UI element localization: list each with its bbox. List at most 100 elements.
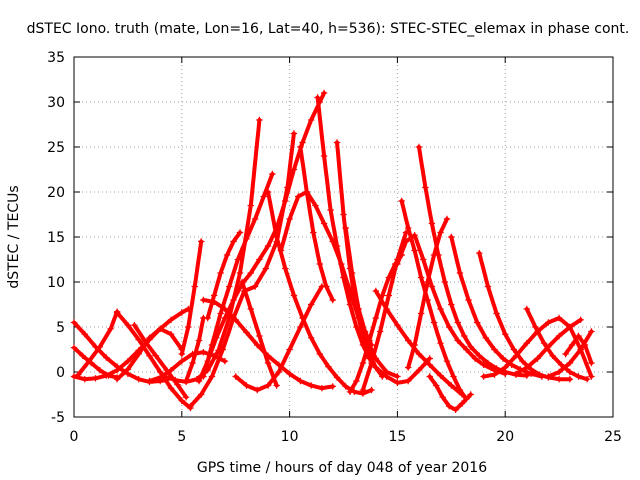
- data-point-marker: [191, 283, 198, 290]
- data-point-marker: [394, 260, 401, 268]
- data-point-marker: [411, 247, 418, 254]
- data-point-marker: [512, 370, 520, 377]
- data-point-marker: [558, 361, 565, 368]
- data-point-marker: [167, 367, 175, 374]
- data-point-marker: [346, 388, 354, 395]
- data-point-marker: [290, 166, 298, 173]
- data-point-marker: [566, 323, 574, 331]
- data-point-marker: [430, 319, 438, 326]
- data-point-marker: [167, 316, 175, 323]
- series-trace: [162, 118, 262, 384]
- data-point-marker: [385, 292, 392, 299]
- data-series: [131, 322, 190, 401]
- series-trace: [524, 307, 590, 382]
- x-axis-label: GPS time / hours of day 048 of year 2016: [197, 460, 487, 476]
- data-series: [523, 305, 591, 383]
- axis-ticks: [73, 56, 614, 418]
- data-point-marker: [404, 364, 412, 371]
- data-point-marker: [307, 334, 315, 341]
- data-series: [426, 373, 474, 413]
- data-point-marker: [234, 256, 242, 263]
- data-point-marker: [70, 344, 78, 351]
- data-point-marker: [417, 310, 425, 317]
- data-point-marker: [157, 374, 164, 381]
- data-point-marker: [320, 152, 328, 160]
- data-point-marker: [316, 260, 323, 268]
- data-point-marker: [198, 238, 205, 245]
- data-point-marker: [588, 359, 595, 367]
- data-series: [70, 305, 192, 383]
- x-tick-label: 5: [177, 429, 186, 445]
- data-point-marker: [232, 316, 239, 323]
- data-point-marker: [210, 298, 218, 305]
- data-point-marker: [491, 371, 498, 378]
- tick-labels: 0 5 10 15 20 25 -5 0 5 10 15 20 25 30 35: [47, 50, 622, 445]
- data-point-marker: [443, 358, 451, 365]
- data-point-marker: [359, 359, 367, 367]
- y-tick-label: 30: [47, 95, 65, 111]
- data-point-marker: [534, 355, 541, 362]
- data-point-marker: [499, 355, 507, 362]
- data-point-marker: [435, 251, 442, 259]
- data-point-marker: [340, 274, 347, 281]
- data-point-marker: [256, 256, 263, 263]
- data-point-marker: [426, 373, 433, 380]
- data-point-marker: [426, 361, 433, 368]
- x-tick-label: 15: [388, 429, 406, 445]
- data-point-marker: [577, 316, 584, 323]
- x-tick-label: 20: [496, 429, 514, 445]
- data-point-marker: [452, 406, 459, 413]
- data-point-marker: [264, 382, 272, 389]
- data-point-marker: [264, 242, 272, 250]
- series-trace: [76, 309, 120, 377]
- data-point-marker: [103, 354, 110, 361]
- data-point-marker: [208, 341, 216, 349]
- series-trace: [279, 190, 400, 379]
- data-point-marker: [519, 358, 526, 365]
- data-point-marker: [562, 350, 569, 358]
- y-tick-label: 5: [56, 320, 65, 336]
- data-point-marker: [167, 331, 175, 338]
- data-point-marker: [314, 94, 321, 101]
- data-series: [562, 332, 595, 367]
- data-point-marker: [379, 373, 386, 380]
- data-point-marker: [385, 274, 392, 281]
- data-point-marker: [415, 143, 423, 151]
- data-point-marker: [113, 309, 121, 316]
- series-trace: [335, 140, 385, 379]
- data-point-marker: [359, 386, 367, 394]
- data-series: [113, 325, 185, 383]
- data-point-marker: [329, 383, 336, 390]
- data-point-marker: [555, 332, 563, 340]
- data-point-marker: [312, 202, 319, 209]
- data-series: [204, 229, 244, 322]
- data-point-marker: [316, 350, 323, 358]
- data-point-marker: [404, 337, 412, 344]
- data-point-marker: [484, 359, 492, 367]
- data-point-marker: [353, 377, 360, 385]
- data-point-marker: [124, 358, 132, 365]
- series-trace: [132, 323, 189, 400]
- data-series: [342, 224, 375, 349]
- data-point-marker: [323, 283, 330, 290]
- data-point-marker: [448, 382, 455, 389]
- data-point-marker: [480, 373, 487, 380]
- data-point-marker: [456, 269, 464, 277]
- series-trace: [449, 235, 544, 379]
- series-trace: [115, 310, 193, 410]
- data-point-marker: [415, 350, 423, 358]
- data-point-marker: [124, 322, 132, 329]
- data-point-marker: [303, 188, 311, 196]
- data-point-marker: [217, 269, 224, 277]
- data-point-marker: [178, 309, 185, 316]
- data-series: [297, 143, 336, 304]
- data-point-marker: [254, 386, 261, 394]
- data-point-marker: [79, 352, 86, 359]
- data-point-marker: [566, 376, 574, 383]
- data-point-marker: [141, 338, 149, 345]
- data-point-marker: [437, 305, 444, 313]
- data-point-marker: [70, 319, 78, 326]
- data-series: [398, 197, 470, 403]
- data-point-marker: [320, 89, 328, 97]
- data-point-marker: [238, 278, 246, 286]
